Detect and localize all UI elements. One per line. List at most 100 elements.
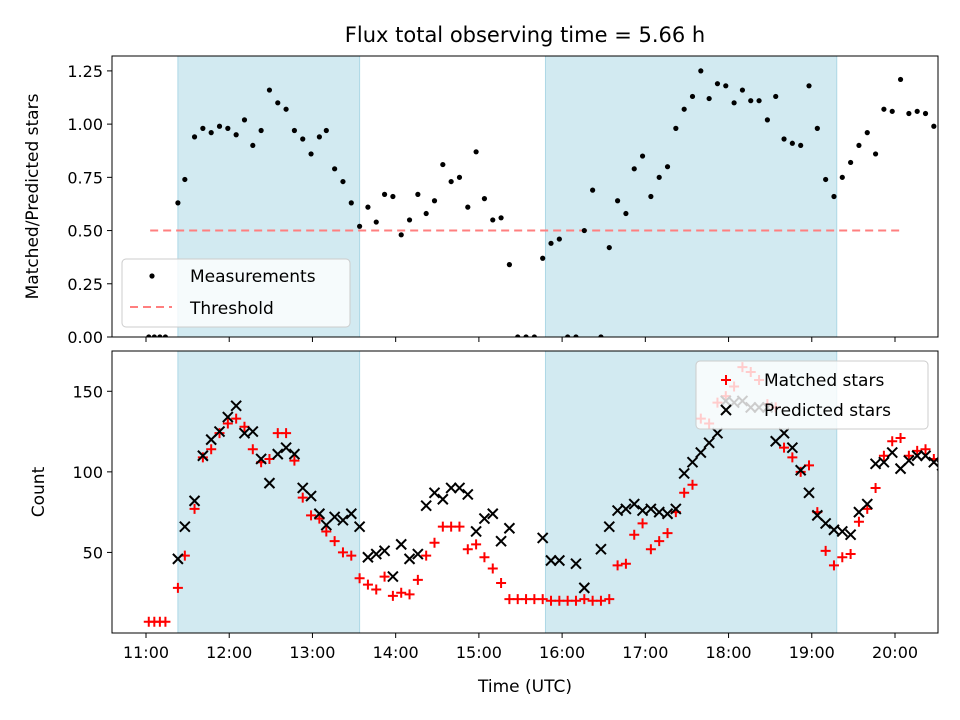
measurement-point (756, 98, 762, 104)
measurement-point (864, 130, 870, 136)
matched-star-point (314, 513, 325, 524)
predicted-star-point (778, 427, 790, 439)
matched-star-point (231, 413, 242, 424)
bottom-x-tick-label: 18:00 (706, 643, 752, 662)
matched-star-point (862, 503, 873, 514)
measurement-point (316, 134, 322, 140)
measurement-point (823, 176, 829, 183)
measurement-point (515, 334, 521, 337)
matched-star-point (281, 428, 292, 439)
top-panel: Flux total observing time = 5.66 h 0.000… (23, 23, 960, 347)
bottom-legend: Matched stars Predicted stars (695, 360, 929, 430)
measurement-point (157, 334, 163, 337)
matched-star-point (537, 594, 548, 605)
predicted-star-point (553, 554, 566, 567)
measurement-point (283, 106, 289, 112)
top-axes: 0.00 0.25 0.50 0.75 1.00 1.25 (67, 55, 939, 347)
measurement-point (258, 127, 264, 134)
matched-star-point (306, 510, 317, 521)
measurement-point (565, 334, 571, 337)
measurement-point (200, 125, 206, 131)
bottom-x-tick-label: 14:00 (373, 643, 419, 662)
bottom-y-tick-label: 50 (83, 543, 103, 562)
measurement-point (581, 227, 587, 234)
measurement-point (191, 134, 198, 140)
predicted-star-point (353, 520, 366, 533)
predicted-star-point (403, 553, 416, 565)
matched-star-point (379, 571, 390, 582)
measurement-point (656, 174, 662, 180)
matched-star-point (845, 549, 856, 560)
matched-star-point (837, 552, 848, 563)
measurement-point (789, 140, 795, 146)
matched-star-point (654, 536, 665, 547)
matched-star-point (637, 518, 648, 529)
predicted-star-point (188, 495, 201, 507)
predicted-star-point (453, 482, 466, 494)
predicted-star-point (213, 425, 226, 438)
measurement-point (956, 145, 960, 150)
matched-star-point (387, 590, 398, 601)
predicted-star-point (844, 528, 857, 541)
measurement-point (456, 174, 463, 180)
measurement-point (664, 164, 671, 170)
matched-star-point (570, 595, 581, 606)
top-y-tick-label: 1.25 (67, 62, 103, 81)
top-legend-box (121, 258, 351, 328)
predicted-star-point (345, 508, 357, 520)
predicted-star-point (179, 520, 191, 533)
measurement-point (233, 132, 239, 138)
matched-star-point (645, 544, 656, 555)
matched-star-point (429, 537, 440, 548)
bottom-axes: 50 100 150 11:00 12:00 13:00 14:00 15:00 16:00 17… (72, 350, 939, 662)
bottom-x-tick-label: 20:00 (872, 643, 918, 662)
measurement-point (781, 136, 787, 142)
matched-star-point (853, 516, 864, 527)
matched-star-point (321, 526, 332, 537)
measurement-point (681, 106, 687, 112)
matched-star-point (396, 587, 407, 598)
measurement-point (698, 68, 704, 74)
bottom-y-tick-label: 150 (72, 382, 103, 401)
measurement-point (175, 200, 181, 206)
predicted-star-point (503, 522, 516, 534)
matched-star-point (214, 428, 225, 439)
measurement-point (948, 113, 953, 118)
matched-star-point (487, 563, 498, 574)
measurement-point (208, 130, 214, 136)
measurement-point (275, 100, 281, 106)
bottom-shade-0 (177, 350, 361, 634)
predicted-star-point (661, 508, 674, 520)
predicted-star-point (172, 553, 184, 565)
predicted-star-point (395, 538, 407, 551)
matched-star-point (206, 444, 217, 455)
predicted-star-point (263, 477, 276, 489)
predicted-star-point (670, 503, 682, 515)
measurement-point (748, 98, 754, 104)
predicted-star-point (911, 450, 923, 462)
measurement-point (406, 217, 413, 223)
measurement-point (922, 110, 929, 117)
predicted-star-point (794, 464, 807, 476)
bottom-plot-frame (111, 350, 939, 634)
bottom-x-tick-label: 13:00 (289, 643, 335, 662)
bottom-x-tick-label: 19:00 (789, 643, 835, 662)
measurement-point (598, 334, 604, 337)
top-shade-1 (544, 55, 838, 338)
legend-predicted-label: Predicted stars (764, 401, 891, 421)
measurement-point (490, 217, 496, 223)
legend-matched-label: Matched stars (764, 371, 884, 391)
matched-star-point (878, 450, 889, 461)
bottom-x-tick-label: 11:00 (123, 643, 169, 662)
matched-star-point (404, 589, 415, 600)
predicted-star-point (703, 437, 715, 449)
predicted-star-point (603, 520, 615, 533)
matched-star-point (612, 560, 623, 571)
measurement-point (523, 334, 529, 337)
predicted-star-point (803, 487, 815, 499)
predicted-star-point (197, 450, 209, 462)
top-y-tick-label: 1.00 (67, 115, 103, 134)
matched-star-point (629, 529, 640, 540)
measurement-point (266, 87, 273, 93)
matched-star-point (479, 552, 490, 563)
